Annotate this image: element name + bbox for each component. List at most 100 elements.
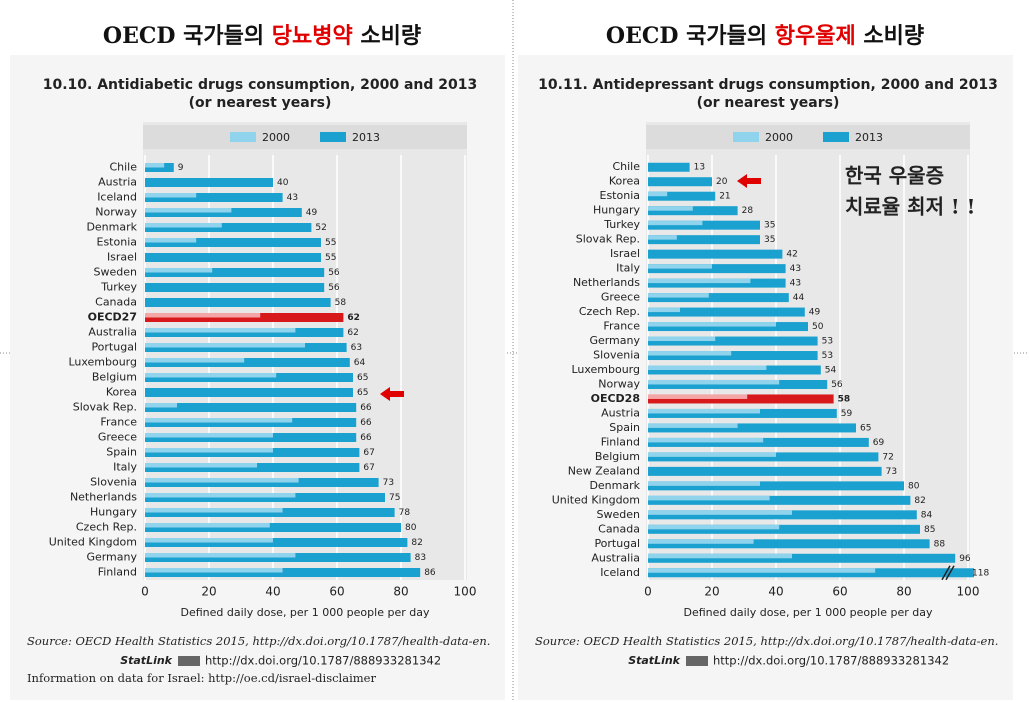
x-tick-label: 40 (265, 585, 280, 599)
bar (145, 538, 273, 543)
bar (145, 358, 245, 363)
y-tick-label: Portugal (594, 537, 640, 550)
x-tick-label: 20 (201, 585, 216, 599)
y-tick-label: Hungary (593, 204, 640, 217)
bar (145, 493, 296, 498)
y-tick-label: Austria (601, 406, 640, 419)
bar (648, 336, 818, 346)
x-tick-label: 100 (957, 585, 980, 599)
value-label: 66 (360, 418, 372, 428)
value-label: 59 (841, 409, 853, 419)
bar (648, 293, 709, 298)
y-tick-label: Australia (88, 326, 137, 339)
y-tick-label: Turkey (100, 281, 137, 294)
bar (145, 298, 331, 307)
value-label: 88 (934, 539, 946, 549)
bar (145, 553, 296, 558)
bar (145, 238, 197, 243)
y-tick-label: Denmark (86, 221, 137, 234)
bar (648, 278, 751, 284)
y-tick-label: Iceland (600, 566, 640, 579)
value-label: 83 (415, 553, 426, 563)
bar (145, 418, 293, 423)
value-label: 65 (357, 388, 368, 398)
value-label: 53 (822, 337, 833, 347)
value-label: 42 (786, 250, 797, 260)
y-tick-label: Luxembourg (571, 363, 640, 376)
annotation: 치료율 최저 ! ! (845, 195, 975, 219)
bar (648, 408, 760, 414)
statlink-url: http://dx.doi.org/10.1787/888933281342 (713, 654, 949, 668)
bar (648, 177, 712, 187)
bar (145, 508, 283, 513)
y-tick-label: Norway (95, 206, 137, 219)
y-tick-label: Germany (589, 334, 640, 347)
chart-subtitle: (or nearest years) (189, 95, 332, 111)
value-label: 82 (914, 496, 925, 506)
bar (145, 448, 273, 453)
value-label: 40 (277, 178, 289, 188)
bar (648, 351, 732, 356)
bar (648, 394, 748, 399)
heading: OECD 국가들의 당뇨병약 소비량 (103, 23, 421, 49)
heading-part: 소비량 (856, 23, 924, 49)
y-tick-label: Italy (616, 262, 640, 275)
y-tick-label: Korea (106, 386, 137, 399)
bar (648, 481, 760, 486)
value-label: 85 (924, 525, 935, 535)
bar (145, 223, 312, 232)
bar (648, 264, 712, 269)
y-tick-label: Czech Rep. (76, 521, 137, 534)
arrow (737, 174, 761, 188)
legend-label: 2013 (855, 131, 883, 144)
y-tick-label: Spain (609, 421, 640, 434)
bar (648, 220, 760, 230)
annotation: 한국 우울증 (845, 164, 944, 188)
bar (648, 365, 767, 370)
bar (648, 539, 930, 549)
value-label: 20 (716, 177, 728, 187)
bar (648, 510, 792, 515)
x-tick-label: 80 (393, 585, 408, 599)
value-label: 118 (972, 568, 989, 578)
bar (145, 343, 305, 348)
legend-label: 2000 (262, 131, 290, 144)
legend-swatch (733, 132, 759, 142)
statlink-icon (686, 656, 708, 666)
chart-title: 10.10. Antidiabetic drugs consumption, 2… (43, 77, 478, 93)
y-tick-label: Sweden (597, 508, 640, 521)
bar (648, 495, 770, 501)
y-tick-label: Slovenia (593, 349, 640, 362)
bar (648, 206, 693, 211)
value-label: 35 (764, 235, 775, 245)
y-tick-label: Slovak Rep. (73, 401, 137, 414)
y-tick-label: United Kingdom (49, 536, 137, 549)
value-label: 65 (357, 373, 368, 383)
y-tick-label: Estonia (600, 189, 641, 202)
bar (145, 193, 197, 198)
y-tick-label: Germany (86, 551, 137, 564)
bar (648, 539, 754, 544)
statlink-label: StatLink (628, 654, 680, 667)
value-label: 62 (347, 313, 360, 323)
bar (648, 220, 703, 226)
bar (145, 208, 232, 213)
x-axis-label: Defined daily dose, per 1 000 people per… (181, 606, 430, 619)
bar (145, 163, 165, 168)
break-mark (945, 565, 955, 581)
y-tick-label: Turkey (603, 218, 640, 231)
bar (648, 568, 876, 573)
y-tick-label: Norway (598, 377, 640, 390)
x-axis-label: Defined daily dose, per 1 000 people per… (684, 606, 933, 619)
chart-title: 10.11. Antidepressant drugs consumption,… (538, 77, 998, 93)
value-label: 50 (812, 322, 824, 332)
value-label: 78 (399, 508, 411, 518)
y-tick-label: OECD28 (591, 392, 640, 405)
value-label: 54 (825, 366, 837, 376)
bar (648, 423, 738, 428)
bar (648, 249, 783, 259)
value-label: 73 (886, 467, 897, 477)
value-label: 63 (351, 343, 362, 353)
value-label: 62 (347, 328, 358, 338)
value-label: 21 (719, 192, 730, 202)
